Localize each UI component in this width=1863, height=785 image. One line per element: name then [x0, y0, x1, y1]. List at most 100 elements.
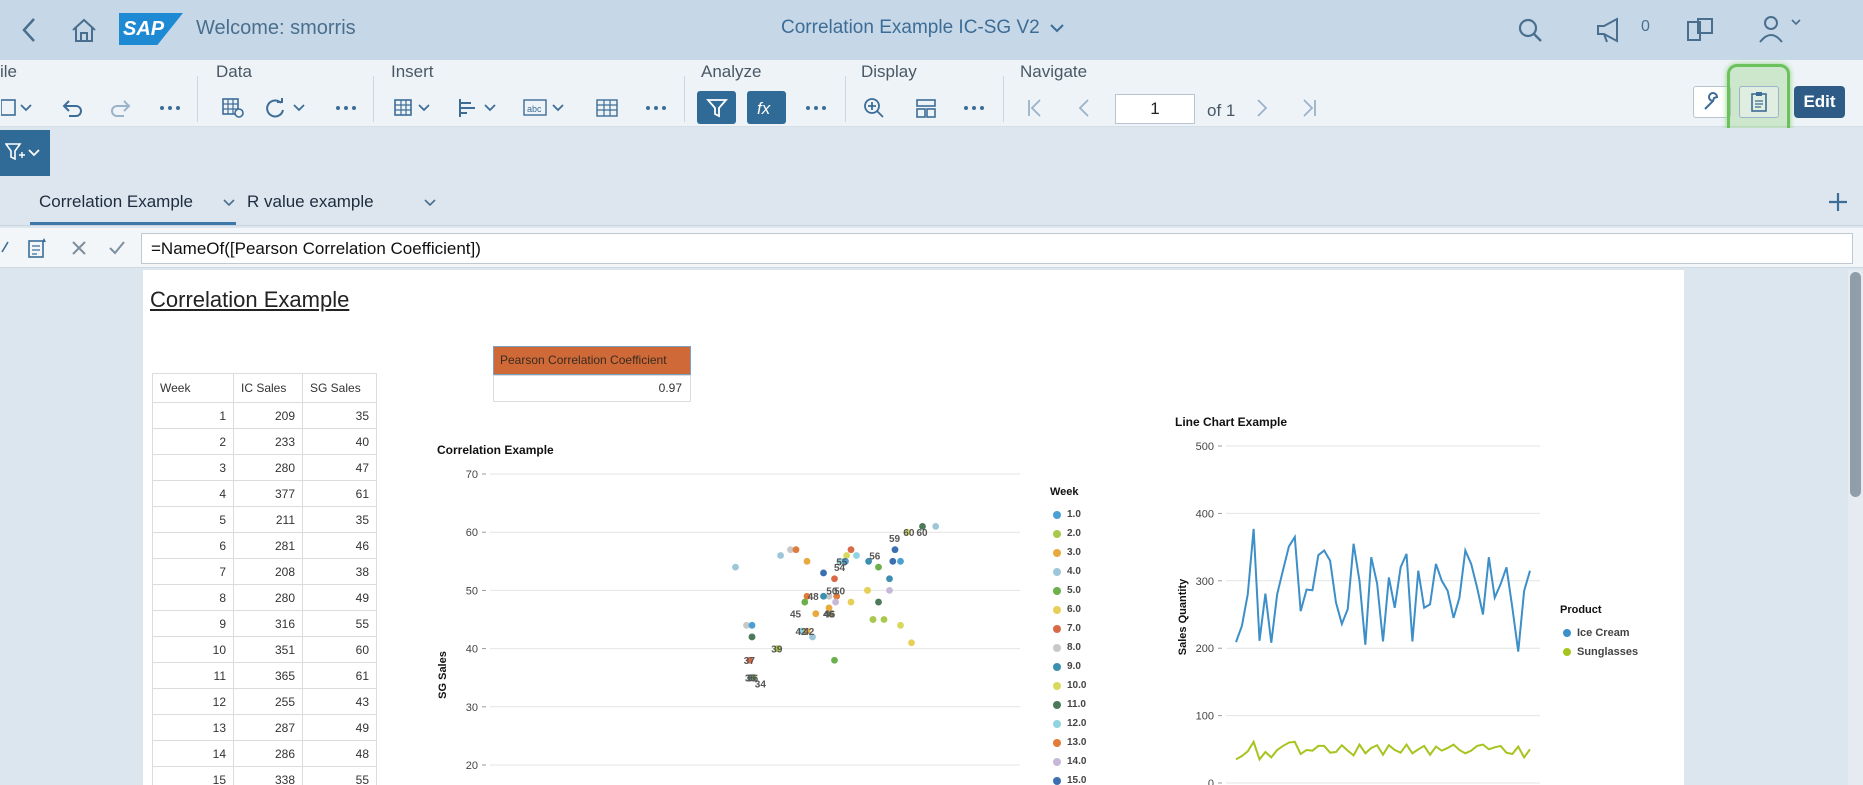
table-cell[interactable]: 10: [152, 636, 234, 663]
add-filter-button[interactable]: [0, 130, 50, 176]
first-page-icon[interactable]: [1018, 94, 1052, 122]
legend-item[interactable]: 5.0: [1053, 585, 1081, 596]
formula-icon[interactable]: fx: [747, 91, 786, 124]
table-cell[interactable]: 13: [152, 714, 234, 741]
table-cell[interactable]: 60: [302, 636, 377, 663]
legend-item[interactable]: 12.0: [1053, 718, 1086, 729]
scrollbar-thumb[interactable]: [1850, 272, 1861, 497]
insert-grid-icon[interactable]: [590, 94, 624, 122]
column-header-week[interactable]: Week: [152, 373, 234, 403]
save-icon[interactable]: [0, 94, 36, 122]
table-cell[interactable]: 35: [302, 506, 377, 533]
insert-chart-icon[interactable]: [455, 94, 503, 122]
legend-item[interactable]: 3.0: [1053, 547, 1081, 558]
tab-correlation-example[interactable]: Correlation Example: [39, 192, 235, 212]
tab-r-value-example[interactable]: R value example: [247, 192, 436, 212]
data-source-icon[interactable]: [216, 94, 250, 122]
table-cell[interactable]: 55: [302, 766, 377, 785]
column-header-sg-sales[interactable]: SG Sales: [302, 373, 377, 403]
more-icon[interactable]: [957, 94, 991, 122]
clipboard-icon[interactable]: [1739, 86, 1779, 118]
table-cell[interactable]: 49: [302, 584, 377, 611]
table-cell[interactable]: 351: [233, 636, 303, 663]
insert-function-icon[interactable]: [26, 236, 50, 265]
legend-item[interactable]: 4.0: [1053, 566, 1081, 577]
table-cell[interactable]: 6: [152, 532, 234, 559]
more-icon[interactable]: [799, 94, 833, 122]
table-cell[interactable]: 11: [152, 662, 234, 689]
legend-item[interactable]: 9.0: [1053, 661, 1081, 672]
search-icon[interactable]: [1513, 14, 1547, 46]
edit-button[interactable]: Edit: [1794, 86, 1845, 118]
zoom-icon[interactable]: [857, 94, 891, 122]
table-cell[interactable]: 12: [152, 688, 234, 715]
next-page-icon[interactable]: [1244, 94, 1278, 122]
table-cell[interactable]: 38: [302, 558, 377, 585]
undo-icon[interactable]: [55, 94, 89, 122]
table-cell[interactable]: 40: [302, 428, 377, 455]
table-cell[interactable]: 46: [302, 532, 377, 559]
table-cell[interactable]: 55: [302, 610, 377, 637]
redo-icon[interactable]: [104, 94, 138, 122]
cancel-icon[interactable]: [70, 239, 88, 262]
table-cell[interactable]: 280: [233, 454, 303, 481]
refresh-icon[interactable]: [262, 94, 310, 122]
table-cell[interactable]: 287: [233, 714, 303, 741]
table-cell[interactable]: 1: [152, 402, 234, 429]
table-cell[interactable]: 61: [302, 662, 377, 689]
table-cell[interactable]: 8: [152, 584, 234, 611]
table-cell[interactable]: 208: [233, 558, 303, 585]
page-number-input[interactable]: 1: [1115, 94, 1195, 124]
wrench-icon[interactable]: [1693, 86, 1731, 118]
insert-text-icon[interactable]: abc: [522, 94, 570, 122]
table-cell[interactable]: 3: [152, 454, 234, 481]
more-icon[interactable]: [153, 94, 187, 122]
table-cell[interactable]: 255: [233, 688, 303, 715]
table-cell[interactable]: 365: [233, 662, 303, 689]
table-cell[interactable]: 35: [302, 402, 377, 429]
last-page-icon[interactable]: [1292, 94, 1326, 122]
table-cell[interactable]: 47: [302, 454, 377, 481]
pin-icon[interactable]: [0, 238, 10, 263]
back-icon[interactable]: [14, 14, 44, 46]
notifications-icon[interactable]: [1682, 14, 1718, 46]
table-cell[interactable]: 377: [233, 480, 303, 507]
legend-item[interactable]: 6.0: [1053, 604, 1081, 615]
legend-item[interactable]: 2.0: [1053, 528, 1081, 539]
legend-item[interactable]: 14.0: [1053, 756, 1086, 767]
table-cell[interactable]: 15: [152, 766, 234, 785]
legend-item[interactable]: 8.0: [1053, 642, 1081, 653]
table-cell[interactable]: 280: [233, 584, 303, 611]
table-cell[interactable]: 2: [152, 428, 234, 455]
home-icon[interactable]: [66, 14, 102, 46]
app-title[interactable]: Correlation Example IC-SG V2: [781, 17, 1064, 39]
table-cell[interactable]: 4: [152, 480, 234, 507]
legend-item[interactable]: Ice Cream: [1563, 627, 1630, 639]
confirm-icon[interactable]: [108, 239, 126, 262]
table-cell[interactable]: 9: [152, 610, 234, 637]
pcc-value-cell[interactable]: 0.97: [493, 375, 691, 402]
table-cell[interactable]: 43: [302, 688, 377, 715]
table-cell[interactable]: 281: [233, 532, 303, 559]
legend-item[interactable]: 15.0: [1053, 775, 1086, 785]
legend-item[interactable]: 11.0: [1053, 699, 1086, 710]
table-cell[interactable]: 48: [302, 740, 377, 767]
pcc-header-cell[interactable]: Pearson Correlation Coefficient: [493, 346, 691, 375]
table-cell[interactable]: 316: [233, 610, 303, 637]
chevron-down-icon[interactable]: [223, 192, 235, 212]
table-cell[interactable]: 286: [233, 740, 303, 767]
more-icon[interactable]: [639, 94, 673, 122]
chevron-down-icon[interactable]: [424, 192, 436, 212]
filter-icon[interactable]: [697, 91, 736, 124]
legend-item[interactable]: Sunglasses: [1563, 646, 1638, 658]
prev-page-icon[interactable]: [1068, 94, 1102, 122]
legend-item[interactable]: 1.0: [1053, 509, 1081, 520]
formula-input[interactable]: =NameOf([Pearson Correlation Coefficient…: [141, 233, 1853, 264]
table-cell[interactable]: 61: [302, 480, 377, 507]
legend-item[interactable]: 13.0: [1053, 737, 1086, 748]
table-cell[interactable]: 14: [152, 740, 234, 767]
add-tab-icon[interactable]: [1827, 191, 1849, 218]
megaphone-icon[interactable]: [1592, 14, 1628, 46]
column-header-ic-sales[interactable]: IC Sales: [233, 373, 303, 403]
table-cell[interactable]: 49: [302, 714, 377, 741]
